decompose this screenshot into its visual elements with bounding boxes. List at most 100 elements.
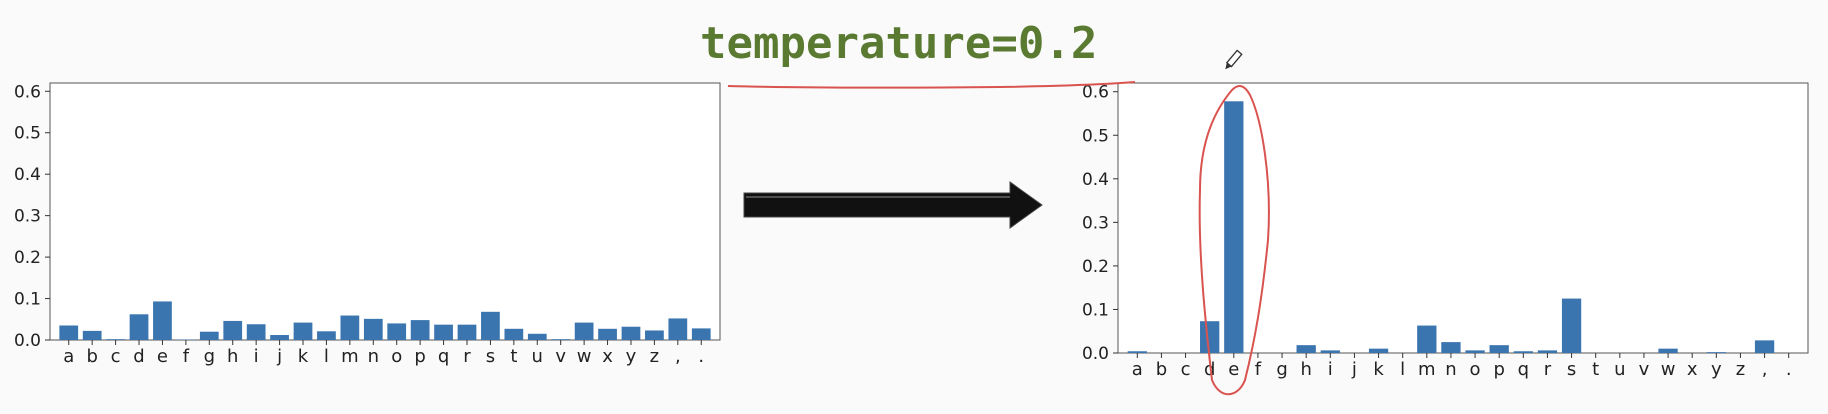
x-tick-label: h — [1300, 359, 1311, 380]
x-tick-label: h — [227, 346, 238, 367]
x-tick-label: i — [1328, 359, 1333, 380]
x-tick-label: s — [1567, 359, 1576, 380]
bar-o — [1465, 350, 1485, 353]
x-tick-label: y — [1711, 359, 1722, 380]
bar-g — [199, 331, 219, 340]
bar-b — [82, 330, 102, 340]
bar-, — [1754, 340, 1775, 353]
y-tick-label: 0.4 — [14, 165, 41, 185]
x-tick-label: c — [111, 346, 121, 367]
bar-c — [106, 339, 125, 340]
y-tick-label: 0.4 — [1082, 170, 1109, 190]
x-tick-label: a — [63, 346, 74, 367]
bar-a — [1127, 351, 1147, 353]
x-tick-label: z — [650, 346, 659, 367]
bar-u — [527, 333, 547, 340]
bar-a — [59, 325, 79, 340]
x-tick-label: d — [133, 346, 144, 367]
chart-original-distribution: 0.0 0.1 0.2 0.3 0.4 0.5 0.6 a b c d e f g h i j k l m n o p q r s… — [14, 82, 721, 367]
x-tick-label: d — [1204, 359, 1215, 380]
bar-z — [645, 330, 664, 340]
x-tick-label: r — [463, 346, 471, 367]
x-tick-label: n — [1445, 359, 1456, 380]
bar-i — [1320, 350, 1340, 353]
bar-p — [1489, 345, 1509, 353]
bar-, — [668, 318, 688, 340]
chart-temperature-distribution: 0.0 0.1 0.2 0.3 0.4 0.5 0.6 a b c d e f g h i j k l m n o p q r s… — [1082, 82, 1809, 380]
bar-h — [223, 320, 243, 340]
x-tick-label: n — [368, 346, 379, 367]
x-tick-label: m — [1418, 359, 1436, 380]
x-tick-label: x — [602, 346, 613, 367]
y-tick-label: 0.1 — [14, 290, 41, 310]
chart-title: temperature=0.2 — [700, 18, 1098, 69]
right-arrow-icon — [743, 181, 1043, 229]
y-tick-label: 0.0 — [1082, 344, 1109, 364]
x-tick-label: s — [486, 346, 495, 367]
plot-frame — [1117, 82, 1809, 354]
x-tick-label: x — [1687, 359, 1698, 380]
x-tick-label: p — [414, 346, 425, 367]
pencil-icon — [1225, 49, 1243, 70]
bar-l — [317, 331, 336, 340]
bar-d — [1200, 321, 1220, 353]
x-tick-label: a — [1132, 359, 1143, 380]
x-tick-label: g — [204, 346, 215, 367]
bar-s — [481, 311, 500, 340]
bar-r — [1537, 350, 1558, 353]
bar-w — [1658, 348, 1678, 353]
x-tick-label: o — [1470, 359, 1481, 380]
y-tick-label: 0.1 — [1082, 300, 1109, 320]
bar-t — [504, 328, 524, 340]
y-tick-label: 0.2 — [1082, 257, 1109, 277]
x-tick-label: w — [577, 346, 592, 367]
x-tick-label: f — [1255, 359, 1262, 380]
x-tick-label: i — [254, 346, 259, 367]
x-tick-label: e — [157, 346, 168, 367]
bar-r — [457, 324, 477, 340]
y-tick-label: 0.5 — [1082, 126, 1109, 146]
x-tick-label: r — [1544, 359, 1552, 380]
y-tick-label: 0.0 — [14, 331, 41, 351]
bar-. — [691, 328, 711, 340]
x-tick-label: k — [1373, 359, 1384, 380]
x-tick-label: z — [1736, 359, 1745, 380]
x-tick-label: w — [1661, 359, 1676, 380]
bar-d — [129, 314, 149, 340]
bar-m — [1417, 325, 1437, 353]
x-tick-label: l — [324, 346, 329, 367]
x-tick-label: g — [1276, 359, 1287, 380]
bar-i — [246, 324, 266, 340]
bar-w — [574, 322, 594, 340]
x-tick-label: . — [698, 346, 704, 367]
y-tick-label: 0.3 — [1082, 213, 1109, 233]
x-tick-label: l — [1400, 359, 1405, 380]
x-tick-label: b — [1156, 359, 1167, 380]
bar-e — [1224, 101, 1244, 354]
bar-o — [387, 323, 407, 340]
bar-n — [363, 318, 383, 340]
y-tick-label: 0.6 — [14, 82, 41, 102]
bar-h — [1296, 345, 1316, 353]
y-tick-label: 0.6 — [1082, 83, 1109, 103]
x-tick-label: u — [532, 346, 543, 367]
x-tick-label: k — [298, 346, 309, 367]
x-tick-label: c — [1181, 359, 1191, 380]
x-tick-label: p — [1493, 359, 1504, 380]
bar-e — [153, 301, 172, 340]
bar-q — [434, 324, 453, 340]
x-tick-label: t — [1592, 359, 1599, 380]
highlight-circle-annotation — [1198, 85, 1270, 396]
bar-m — [340, 315, 360, 340]
x-tick-label: q — [1518, 359, 1529, 380]
x-tick-label: u — [1614, 359, 1625, 380]
x-tick-label: . — [1786, 359, 1792, 380]
title-underline — [727, 81, 1136, 89]
bar-p — [410, 320, 430, 340]
bar-y — [621, 326, 641, 340]
plot-frame — [49, 82, 721, 341]
bar-y — [1706, 352, 1726, 353]
x-tick-label: o — [391, 346, 402, 367]
x-tick-label: b — [86, 346, 97, 367]
